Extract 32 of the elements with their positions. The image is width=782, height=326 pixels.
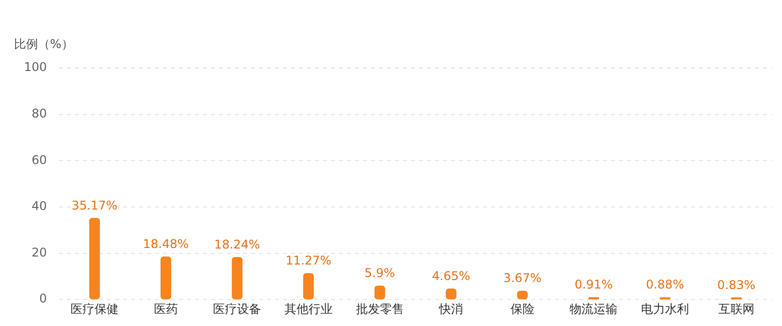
y-tick-label: 20 — [32, 245, 47, 260]
x-tick-label: 医疗保健 — [70, 302, 119, 316]
x-tick-label: 医药 — [154, 302, 178, 316]
bar — [232, 257, 243, 300]
data-label: 18.24% — [214, 237, 260, 252]
data-label: 4.65% — [432, 268, 470, 283]
x-tick-label: 快消 — [438, 302, 464, 316]
bar — [160, 256, 172, 300]
x-tick-label: 保险 — [510, 302, 534, 316]
data-label: 0.88% — [646, 278, 684, 292]
y-tick-label: 40 — [32, 199, 47, 214]
data-label: 11.27% — [286, 254, 332, 268]
data-label: 0.83% — [717, 278, 756, 292]
data-label: 35.17% — [72, 198, 118, 212]
bar — [374, 286, 386, 300]
y-tick-label: 0 — [39, 292, 47, 306]
data-label: 3.67% — [503, 271, 542, 286]
y-axis-title: 比例（%） — [14, 36, 74, 53]
bar — [303, 273, 314, 300]
data-label: 0.91% — [574, 278, 613, 292]
x-tick-label: 电力水利 — [641, 302, 690, 316]
x-tick-label: 物流运输 — [570, 302, 618, 316]
data-label: 5.9% — [364, 266, 396, 280]
y-tick-label: 80 — [32, 106, 47, 120]
y-tick-label: 60 — [32, 152, 47, 167]
bar — [89, 218, 100, 300]
x-tick-label: 医疗设备 — [213, 302, 262, 316]
data-label: 18.48% — [142, 236, 189, 251]
x-tick-label: 批发零售 — [356, 302, 404, 316]
x-tick-label: 互联网 — [718, 302, 754, 316]
y-tick-label: 100 — [24, 60, 47, 74]
x-tick-label: 其他行业 — [284, 302, 332, 316]
